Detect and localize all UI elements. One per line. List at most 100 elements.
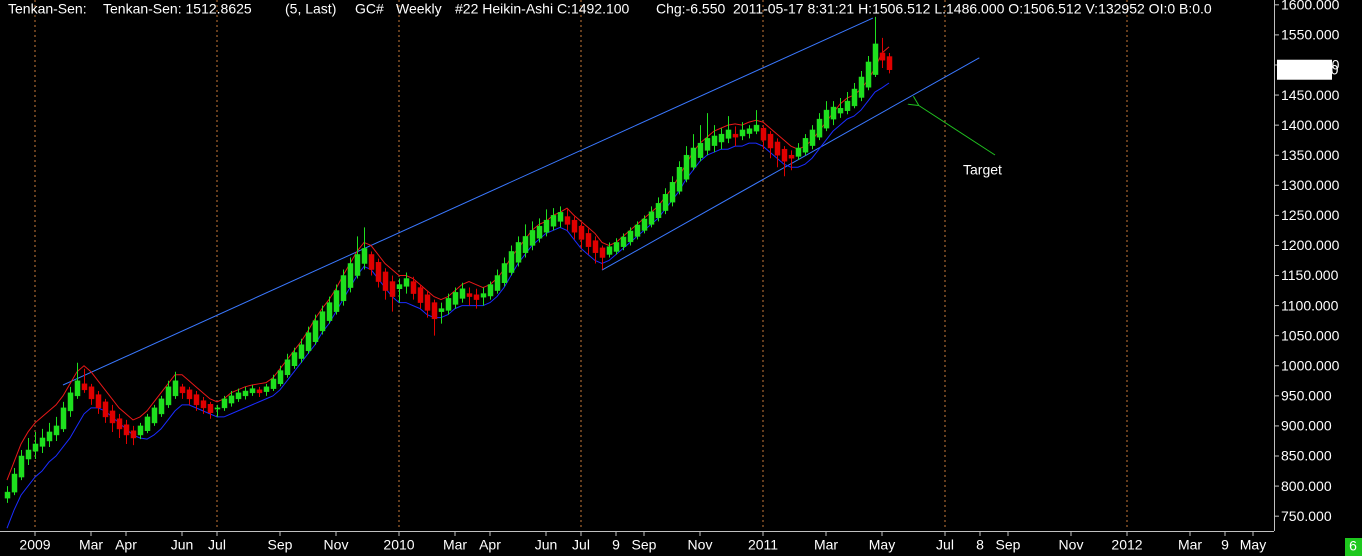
candle-body bbox=[438, 308, 445, 312]
x-tick-label: Jun bbox=[171, 537, 194, 553]
candle-body bbox=[851, 88, 858, 107]
candle-body bbox=[375, 262, 382, 282]
x-tick-label: Jul bbox=[936, 537, 954, 553]
candle-body bbox=[774, 141, 781, 156]
candle-body bbox=[732, 133, 739, 138]
x-tick-label: Mar bbox=[443, 537, 467, 553]
candle-body bbox=[655, 203, 662, 219]
y-tick-label: 900.000 bbox=[1281, 418, 1332, 434]
candle-body bbox=[102, 401, 109, 418]
candle-body bbox=[613, 242, 620, 252]
y-tick-label: 1100.000 bbox=[1281, 297, 1339, 313]
candle-body bbox=[620, 236, 627, 247]
x-tick-label: Mar bbox=[814, 537, 838, 553]
x-tick-label: Jul bbox=[208, 537, 226, 553]
x-tick-label: Sep bbox=[268, 537, 293, 553]
candle-body bbox=[109, 410, 116, 424]
corner-box bbox=[1345, 538, 1362, 556]
candle-body bbox=[32, 443, 39, 452]
x-tick-label: Nov bbox=[688, 537, 713, 553]
candle-body bbox=[627, 230, 634, 243]
x-tick-label: Jul bbox=[572, 537, 590, 553]
header-text: GC# bbox=[355, 1, 384, 17]
candle-body bbox=[606, 246, 613, 255]
candle-body bbox=[578, 225, 585, 240]
x-tick-label: Apr bbox=[479, 537, 501, 553]
candle-body bbox=[396, 284, 403, 290]
y-tick-label: 950.000 bbox=[1281, 388, 1332, 404]
header-text: Weekly bbox=[396, 1, 442, 17]
x-tick-label: Sep bbox=[996, 537, 1021, 553]
candle-body bbox=[837, 108, 844, 114]
candle-body bbox=[746, 128, 753, 134]
candle-body bbox=[823, 109, 830, 129]
candle-body bbox=[536, 225, 543, 239]
candle-body bbox=[130, 430, 137, 439]
candle-body bbox=[116, 418, 123, 430]
candle-body bbox=[543, 219, 550, 233]
x-tick-label: Nov bbox=[324, 537, 349, 553]
y-tick-label: 1550.000 bbox=[1281, 27, 1340, 43]
candle-body bbox=[648, 211, 655, 225]
candle-body bbox=[11, 473, 18, 493]
x-tick-label: Nov bbox=[1059, 537, 1084, 553]
x-tick-label: 8 bbox=[976, 537, 984, 553]
header-text: Chg:-6.550 bbox=[656, 1, 725, 17]
candle-body bbox=[480, 293, 487, 298]
candle-body bbox=[781, 148, 788, 162]
x-tick-label: 2009 bbox=[19, 537, 50, 553]
y-tick-label: 1600.000 bbox=[1281, 0, 1340, 13]
header: Tenkan-Sen: Tenkan-Sen: 1512.8625 (5, Last… bbox=[8, 1, 1212, 17]
candle-body bbox=[207, 404, 214, 413]
y-tick-label: 1300.000 bbox=[1281, 177, 1340, 193]
candle-body bbox=[284, 359, 291, 376]
header-text: #22 Heikin-Ashi C:1492.100 bbox=[455, 1, 630, 17]
candle-body bbox=[60, 407, 67, 430]
y-tick-label: 1200.000 bbox=[1281, 237, 1340, 253]
candle-body bbox=[200, 400, 207, 409]
candle-body bbox=[872, 43, 879, 75]
candle-body bbox=[550, 215, 557, 227]
candle-body bbox=[788, 154, 795, 159]
y-tick-label: 800.000 bbox=[1281, 478, 1332, 494]
candle-body bbox=[137, 425, 144, 436]
x-tick-label: Mar bbox=[1178, 537, 1202, 553]
candle-body bbox=[410, 281, 417, 294]
x-tick-label: 9 bbox=[1221, 537, 1229, 553]
candle-body bbox=[123, 424, 130, 436]
candle-body bbox=[249, 388, 256, 394]
candle-body bbox=[599, 247, 606, 258]
candle-body bbox=[165, 386, 172, 406]
candle-body bbox=[158, 398, 165, 415]
candle-body bbox=[445, 298, 452, 311]
candle-body bbox=[263, 386, 270, 392]
x-tick-label: Apr bbox=[115, 537, 137, 553]
candle-body bbox=[501, 263, 508, 283]
candle-body bbox=[277, 370, 284, 385]
candle-body bbox=[18, 455, 25, 478]
header-text: 2011-05-17 8:31:21 H:1506.512 L:1486.000… bbox=[733, 1, 1212, 17]
candle-body bbox=[368, 254, 375, 270]
candle-body bbox=[319, 311, 326, 332]
y-tick-label: 1000.000 bbox=[1281, 357, 1340, 373]
price-label: 1492.100 bbox=[1280, 61, 1339, 77]
corner-label: 6 bbox=[1349, 538, 1357, 554]
candle-body bbox=[312, 320, 319, 342]
candle-body bbox=[25, 449, 32, 460]
candle-body bbox=[74, 380, 81, 397]
candle-body bbox=[494, 275, 501, 291]
y-tick-label: 1450.000 bbox=[1281, 87, 1340, 103]
x-tick-label: Jun bbox=[535, 537, 558, 553]
candle-body bbox=[4, 491, 11, 499]
candle-body bbox=[452, 292, 459, 305]
trendline bbox=[601, 57, 980, 271]
x-tick-label: Mar bbox=[79, 537, 103, 553]
candle-body bbox=[172, 380, 179, 397]
candle-body bbox=[347, 263, 354, 288]
candle-body bbox=[557, 212, 564, 222]
y-tick-label: 1250.000 bbox=[1281, 207, 1340, 223]
candle-body bbox=[340, 275, 347, 302]
